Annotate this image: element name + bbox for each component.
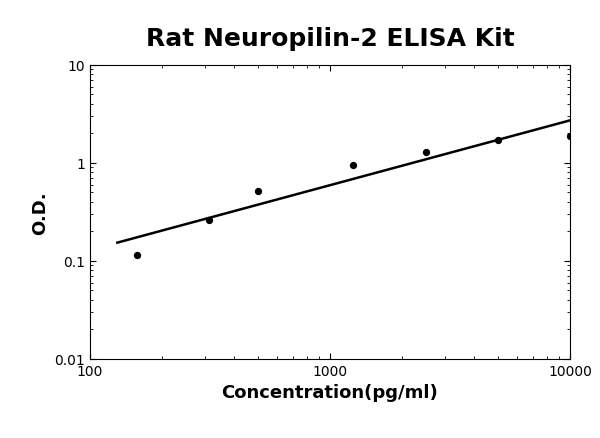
X-axis label: Concentration(pg/ml): Concentration(pg/ml) [221, 384, 439, 402]
Point [253, 188, 263, 195]
Y-axis label: O.D.: O.D. [31, 191, 49, 234]
Point [132, 252, 142, 259]
Point [421, 149, 430, 156]
Title: Rat Neuropilin-2 ELISA Kit: Rat Neuropilin-2 ELISA Kit [146, 27, 514, 51]
Point [349, 162, 358, 169]
Point [565, 133, 575, 140]
Point [204, 217, 214, 224]
Point [493, 138, 503, 145]
